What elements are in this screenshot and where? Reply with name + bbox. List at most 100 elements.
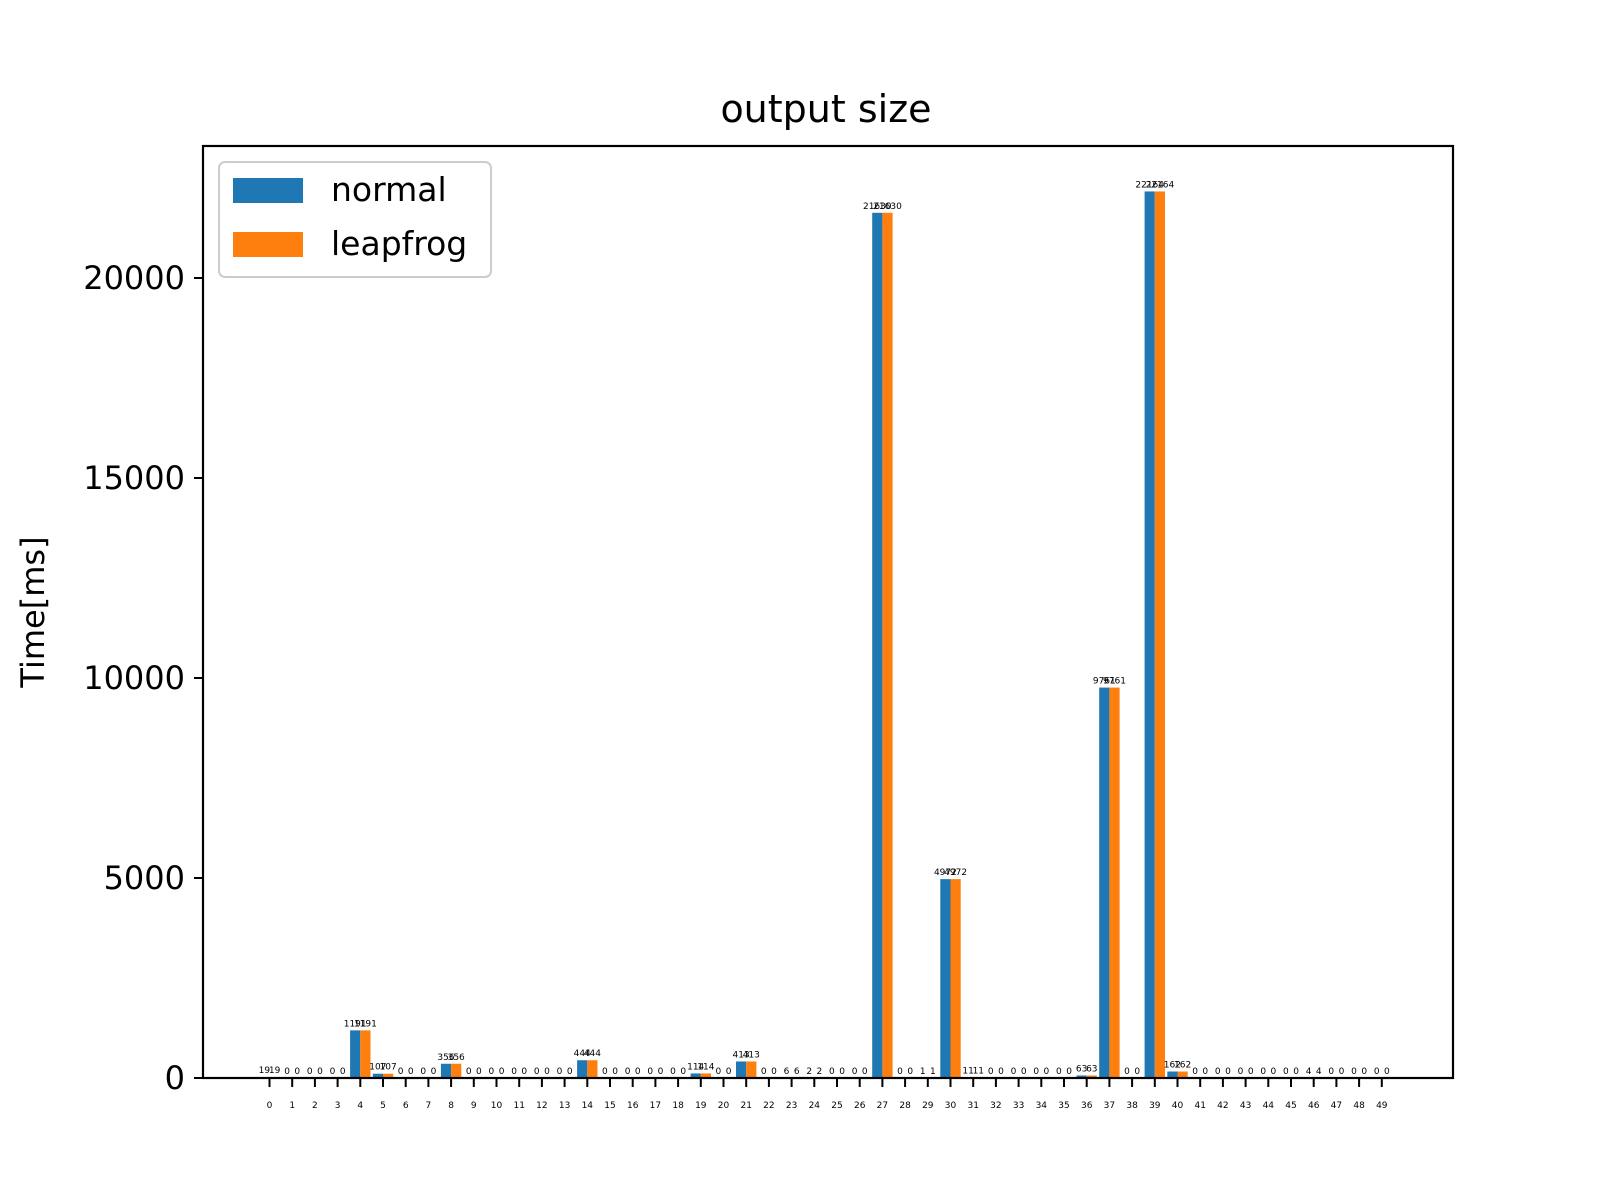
data-label-leapfrog-49: 0 [1384,1067,1390,1077]
data-label-normal-7: 0 [420,1067,426,1077]
x-tick-label-45: 45 [1285,1101,1296,1111]
y-tick-label-0: 0 [165,1059,185,1097]
data-label-leapfrog-15: 0 [612,1067,618,1077]
x-tick-label-10: 10 [491,1101,503,1111]
data-label-normal-37: 9761 [1093,677,1116,687]
x-tick-label-30: 30 [945,1101,957,1111]
data-label-leapfrog-25: 0 [839,1067,845,1077]
x-tick-label-28: 28 [899,1101,911,1111]
x-tick-label-42: 42 [1217,1101,1228,1111]
data-label-normal-20: 0 [716,1067,722,1077]
data-label-leapfrog-36: 63 [1086,1064,1097,1074]
data-label-normal-41: 0 [1192,1067,1198,1077]
bar-leapfrog-19 [700,1073,711,1078]
bar-leapfrog-21 [746,1061,757,1078]
data-label-leapfrog-45: 0 [1293,1067,1299,1077]
x-tick-label-18: 18 [672,1101,684,1111]
data-label-normal-44: 0 [1260,1067,1266,1077]
x-tick-label-27: 27 [877,1101,888,1111]
data-label-normal-15: 0 [602,1067,608,1077]
x-tick-label-39: 39 [1149,1101,1161,1111]
data-label-leapfrog-34: 0 [1044,1067,1050,1077]
data-label-normal-14: 444 [574,1049,591,1059]
data-label-normal-1: 0 [284,1067,290,1077]
data-label-normal-48: 0 [1351,1067,1357,1077]
data-label-leapfrog-28: 0 [907,1067,913,1077]
x-tick-label-11: 11 [513,1101,524,1111]
data-label-leapfrog-38: 0 [1134,1067,1140,1077]
y-tick-label-15000: 15000 [83,459,185,497]
bar-normal-39 [1144,191,1155,1078]
data-label-normal-3: 0 [330,1067,336,1077]
data-label-normal-28: 0 [897,1067,903,1077]
data-label-normal-39: 22164 [1135,180,1164,190]
bar-normal-19 [690,1073,701,1078]
x-tick-label-38: 38 [1126,1101,1138,1111]
data-label-normal-26: 0 [852,1067,858,1077]
x-tick-label-35: 35 [1058,1101,1069,1111]
x-tick-label-3: 3 [335,1101,341,1111]
x-tick-label-40: 40 [1172,1101,1184,1111]
y-tick-label-10000: 10000 [83,659,185,697]
data-label-leapfrog-31: 11 [973,1067,984,1077]
data-label-leapfrog-4: 1191 [354,1019,377,1029]
x-tick-label-24: 24 [809,1101,821,1111]
x-tick-label-32: 32 [990,1101,1001,1111]
x-tick-label-34: 34 [1036,1101,1048,1111]
data-label-normal-33: 0 [1011,1067,1017,1077]
data-label-leapfrog-29: 1 [930,1067,936,1077]
y-axis-label: Time[ms] [14,536,52,688]
data-label-leapfrog-5: 107 [380,1063,397,1073]
data-label-leapfrog-48: 0 [1361,1067,1367,1077]
data-label-leapfrog-14: 444 [584,1049,601,1059]
x-tick-label-23: 23 [786,1101,797,1111]
data-label-leapfrog-17: 0 [658,1067,664,1077]
data-label-normal-16: 0 [625,1067,631,1077]
data-label-normal-9: 0 [466,1067,472,1077]
y-tick-label-5000: 5000 [104,859,185,897]
bar-normal-8 [440,1063,452,1078]
legend-label-normal: normal [331,170,447,209]
y-tick-label-20000: 20000 [83,259,185,297]
data-label-normal-27: 21630 [863,202,892,212]
data-label-leapfrog-16: 0 [635,1067,641,1077]
x-tick-label-22: 22 [763,1101,774,1111]
data-label-normal-18: 0 [670,1067,676,1077]
data-label-leapfrog-26: 0 [862,1067,868,1077]
data-label-leapfrog-23: 6 [794,1067,800,1077]
bar-normal-27 [872,212,883,1079]
data-label-leapfrog-18: 0 [680,1067,686,1077]
data-label-leapfrog-21: 413 [743,1050,760,1060]
x-tick-label-12: 12 [536,1101,547,1111]
x-axis: 0 1 2 3 4 5 6 7 8 9 10 11 12 13 14 15 16 17 18 19 20 21 22 23 24… [267,1078,1388,1111]
data-label-normal-47: 0 [1328,1067,1334,1077]
data-label-normal-34: 0 [1033,1067,1039,1077]
data-label-normal-43: 0 [1238,1067,1244,1077]
data-label-leapfrog-22: 0 [771,1067,777,1077]
bar-leapfrog-37 [1109,687,1120,1078]
data-label-leapfrog-30: 4972 [944,868,967,878]
data-label-normal-12: 0 [534,1067,540,1077]
data-label-normal-45: 0 [1283,1067,1289,1077]
chart-title: output size [720,87,931,131]
bar-leapfrog-8 [451,1063,462,1078]
data-label-leapfrog-44: 0 [1271,1067,1277,1077]
data-label-normal-10: 0 [489,1067,495,1077]
data-label-leapfrog-46: 4 [1316,1067,1322,1077]
bar-leapfrog-4 [360,1030,371,1078]
data-label-leapfrog-41: 0 [1202,1067,1208,1077]
bar-normal-14 [577,1060,588,1078]
x-tick-label-0: 0 [267,1101,273,1111]
bar-leapfrog-14 [587,1060,598,1078]
legend-swatch-normal [233,178,303,203]
x-tick-label-20: 20 [718,1101,730,1111]
x-tick-label-29: 29 [922,1101,934,1111]
data-label-normal-25: 0 [829,1067,835,1077]
x-tick-label-5: 5 [380,1101,386,1111]
data-label-leapfrog-8: 356 [448,1053,465,1063]
data-label-leapfrog-11: 0 [521,1067,527,1077]
bar-normal-37 [1099,687,1110,1078]
x-tick-label-46: 46 [1308,1101,1320,1111]
x-tick-label-9: 9 [471,1101,477,1111]
